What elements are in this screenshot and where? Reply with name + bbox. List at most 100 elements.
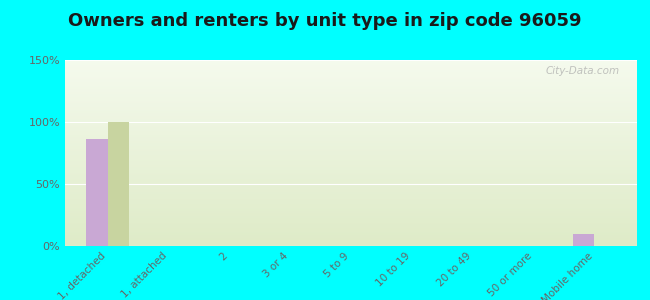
Bar xyxy=(65,178,637,179)
Bar xyxy=(65,102,637,103)
Bar xyxy=(65,210,637,211)
Bar xyxy=(65,236,637,237)
Bar xyxy=(65,233,637,234)
Bar xyxy=(65,201,637,202)
Bar xyxy=(65,165,637,166)
Bar xyxy=(65,119,637,120)
Bar xyxy=(65,209,637,210)
Bar xyxy=(65,188,637,189)
Bar xyxy=(65,96,637,97)
Bar xyxy=(65,60,637,61)
Bar xyxy=(65,122,637,123)
Bar xyxy=(65,124,637,125)
Bar xyxy=(65,109,637,110)
Bar xyxy=(65,216,637,217)
Bar xyxy=(65,205,637,206)
Bar xyxy=(65,191,637,192)
Bar xyxy=(65,79,637,80)
Bar xyxy=(65,228,637,229)
Bar xyxy=(65,118,637,119)
Bar xyxy=(65,239,637,240)
Bar xyxy=(65,207,637,208)
Bar xyxy=(65,202,637,203)
Bar xyxy=(65,149,637,150)
Bar xyxy=(65,229,637,230)
Bar xyxy=(65,92,637,94)
Bar xyxy=(65,211,637,212)
Bar xyxy=(65,127,637,128)
Bar xyxy=(65,76,637,77)
Bar xyxy=(65,148,637,149)
Bar xyxy=(65,163,637,164)
Bar xyxy=(65,173,637,174)
Bar xyxy=(65,152,637,153)
Bar xyxy=(65,197,637,198)
Bar xyxy=(65,192,637,193)
Bar xyxy=(65,243,637,244)
Bar xyxy=(65,244,637,245)
Bar xyxy=(65,82,637,83)
Bar xyxy=(65,155,637,156)
Bar xyxy=(65,182,637,183)
Bar xyxy=(65,77,637,78)
Bar xyxy=(65,167,637,168)
Bar xyxy=(65,157,637,158)
Bar xyxy=(65,112,637,113)
Bar xyxy=(65,190,637,191)
Bar xyxy=(65,196,637,197)
Bar xyxy=(65,64,637,66)
Bar xyxy=(65,217,637,218)
Bar xyxy=(65,203,637,204)
Bar xyxy=(65,134,637,135)
Bar xyxy=(65,100,637,101)
Bar xyxy=(65,130,637,131)
Bar xyxy=(65,174,637,175)
Bar xyxy=(65,176,637,177)
Bar xyxy=(65,123,637,124)
Bar xyxy=(65,125,637,126)
Bar xyxy=(65,160,637,161)
Bar xyxy=(65,106,637,107)
Bar xyxy=(65,62,637,63)
Bar xyxy=(65,227,637,228)
Bar xyxy=(65,138,637,139)
Bar xyxy=(65,86,637,87)
Bar xyxy=(65,232,637,233)
Bar xyxy=(65,231,637,232)
Bar xyxy=(65,70,637,71)
Bar xyxy=(65,117,637,118)
Bar xyxy=(65,87,637,88)
Bar xyxy=(65,224,637,225)
Bar xyxy=(65,183,637,184)
Bar xyxy=(65,226,637,227)
Bar xyxy=(65,218,637,219)
Bar xyxy=(65,84,637,85)
Bar xyxy=(65,193,637,194)
Bar xyxy=(65,242,637,243)
Bar xyxy=(65,115,637,116)
Bar xyxy=(65,184,637,185)
Bar xyxy=(65,135,637,136)
Bar xyxy=(65,159,637,160)
Bar xyxy=(65,187,637,188)
Bar xyxy=(65,129,637,130)
Bar xyxy=(65,126,637,127)
Bar xyxy=(65,88,637,89)
Bar xyxy=(65,144,637,145)
Bar xyxy=(65,151,637,152)
Bar xyxy=(65,110,637,111)
Bar xyxy=(65,139,637,140)
Bar xyxy=(65,180,637,181)
Bar xyxy=(65,133,637,134)
Bar xyxy=(65,108,637,109)
Bar xyxy=(65,114,637,115)
Bar xyxy=(65,94,637,95)
Bar xyxy=(65,101,637,102)
Bar xyxy=(65,212,637,214)
Bar xyxy=(65,221,637,222)
Bar xyxy=(65,67,637,68)
Bar xyxy=(65,162,637,163)
Bar xyxy=(65,238,637,239)
Bar xyxy=(65,118,637,119)
Bar xyxy=(65,71,637,72)
